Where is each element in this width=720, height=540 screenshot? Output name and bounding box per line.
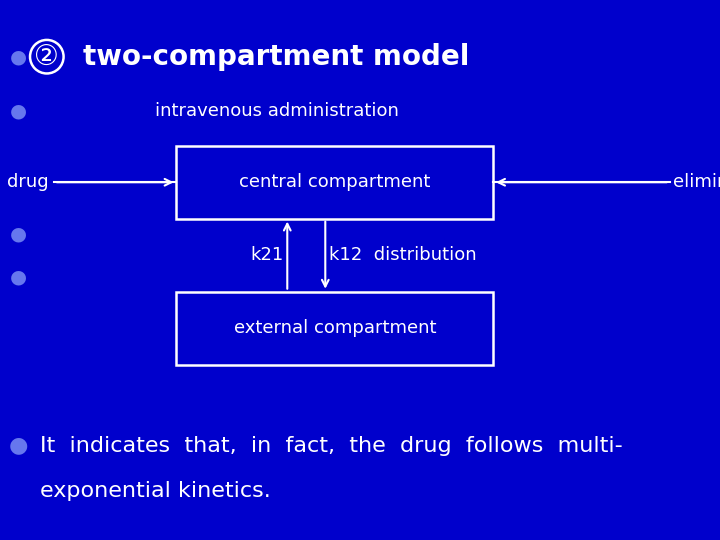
Text: ●: ● bbox=[9, 101, 27, 120]
Text: ●: ● bbox=[9, 224, 27, 243]
Text: It  indicates  that,  in  fact,  the  drug  follows  multi-: It indicates that, in fact, the drug fol… bbox=[40, 435, 622, 456]
Text: ②: ② bbox=[35, 43, 59, 71]
Text: k12  distribution: k12 distribution bbox=[329, 246, 477, 264]
Text: exponential kinetics.: exponential kinetics. bbox=[40, 481, 270, 502]
Text: ●: ● bbox=[9, 47, 27, 66]
Text: external compartment: external compartment bbox=[233, 319, 436, 337]
FancyBboxPatch shape bbox=[176, 146, 493, 219]
Text: central compartment: central compartment bbox=[239, 173, 431, 191]
Text: elimination: elimination bbox=[673, 173, 720, 191]
Text: ●: ● bbox=[9, 267, 27, 286]
Text: two-compartment model: two-compartment model bbox=[83, 43, 469, 71]
Text: drug: drug bbox=[7, 173, 49, 191]
Text: intravenous administration: intravenous administration bbox=[156, 102, 399, 120]
Text: ●: ● bbox=[9, 435, 27, 456]
FancyBboxPatch shape bbox=[176, 292, 493, 364]
Text: k21: k21 bbox=[251, 246, 284, 264]
